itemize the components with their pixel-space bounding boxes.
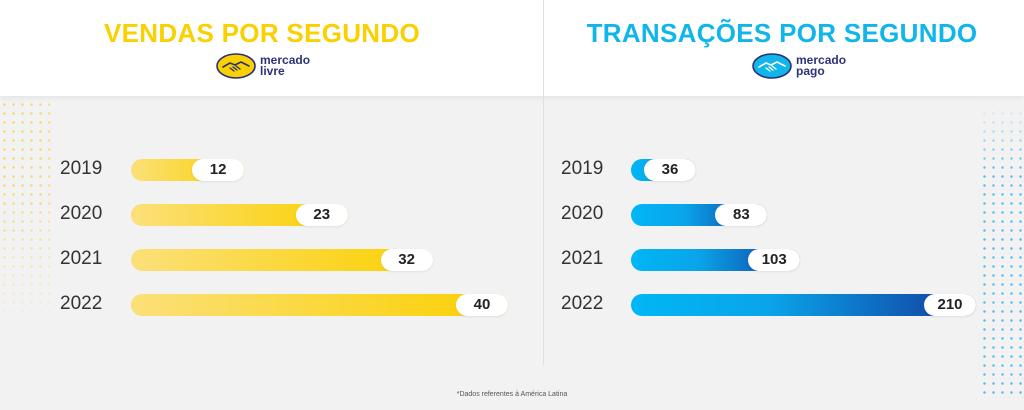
handshake-icon xyxy=(216,53,256,79)
footnote: *Dados referentes à América Latina xyxy=(456,391,568,398)
y-tick-label: 2022 xyxy=(561,293,604,314)
y-tick-label: 2019 xyxy=(561,158,604,179)
data-label: 36 xyxy=(644,159,696,181)
sales-bar-2020 xyxy=(131,204,348,226)
y-tick-label: 2021 xyxy=(60,248,103,269)
chart-title-transactions: TRANSAÇÕES POR SEGUNDO xyxy=(586,18,978,48)
handshake-icon xyxy=(752,53,792,79)
y-tick-label: 2021 xyxy=(561,248,604,269)
data-label: 32 xyxy=(380,249,433,271)
data-label: 210 xyxy=(924,294,976,316)
logo-text-line2: pago xyxy=(796,64,825,78)
transactions-bar-2022 xyxy=(631,294,976,316)
header xyxy=(0,0,1024,96)
y-tick-label: 2020 xyxy=(60,203,103,224)
panel-divider xyxy=(543,0,544,365)
dot-pattern-left xyxy=(0,100,50,400)
data-label: 40 xyxy=(456,294,508,316)
y-tick-label: 2020 xyxy=(561,203,604,224)
logo-text-line2: livre xyxy=(260,64,285,78)
data-label: 83 xyxy=(715,204,768,226)
dot-pattern-right xyxy=(980,100,1024,400)
chart-title-sales: VENDAS POR SEGUNDO xyxy=(103,18,420,48)
sales-bar-2021 xyxy=(131,249,433,271)
y-tick-label: 2019 xyxy=(60,158,103,179)
mercado-livre-logo: mercado livre xyxy=(216,52,322,80)
data-label: 23 xyxy=(295,204,348,226)
sales-bar-2022 xyxy=(131,294,508,316)
logo-text-line1: mercado xyxy=(796,53,847,67)
mercado-pago-logo: mercado pago xyxy=(752,52,858,80)
data-label: 12 xyxy=(192,159,245,181)
data-label: 103 xyxy=(748,249,801,271)
logo-text-line1: mercado xyxy=(260,53,311,67)
y-tick-label: 2022 xyxy=(60,293,103,314)
